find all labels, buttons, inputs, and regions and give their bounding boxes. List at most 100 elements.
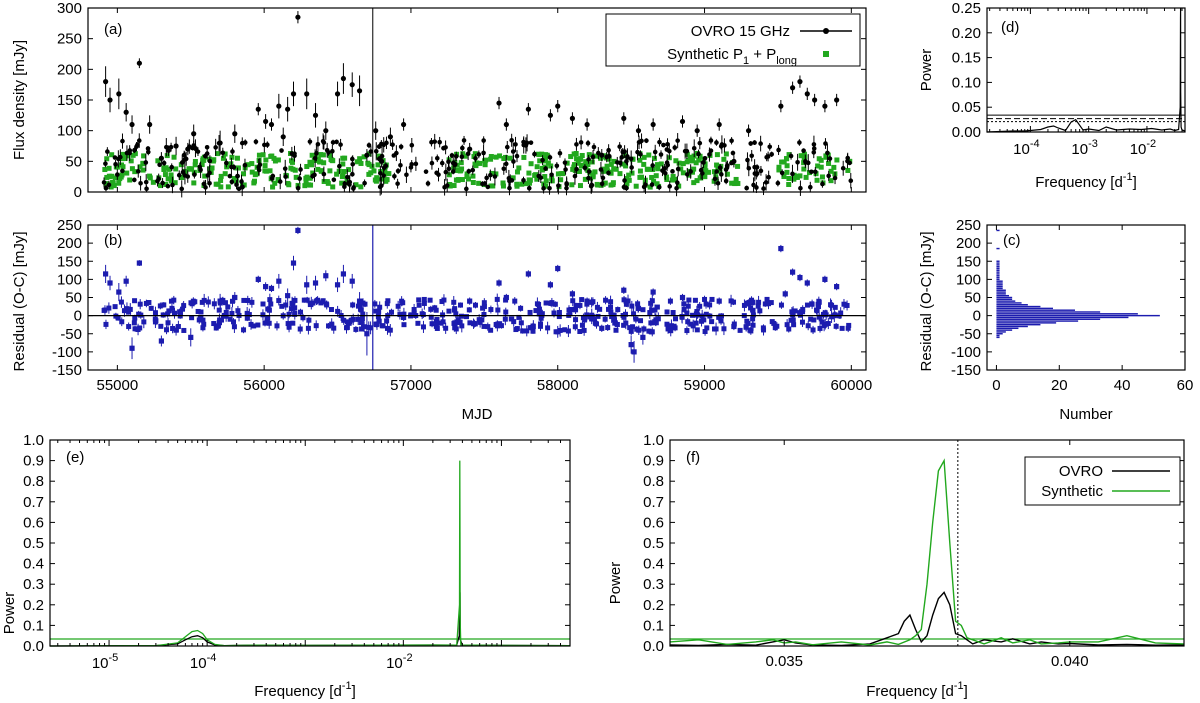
residual-point xyxy=(235,308,241,314)
residual-point xyxy=(173,327,179,333)
residual-point xyxy=(364,331,370,337)
residual-point xyxy=(646,328,652,334)
ovro-point xyxy=(599,152,605,158)
synthetic-point xyxy=(477,160,483,166)
ovro-point xyxy=(813,169,818,175)
ovro-point xyxy=(524,140,530,146)
y-axis-label: Residual (O-C) [mJy] xyxy=(918,231,935,371)
residual-point xyxy=(467,298,473,304)
ovro-point xyxy=(105,149,110,154)
residual-point xyxy=(503,309,509,315)
synthetic-point xyxy=(447,181,453,187)
residual-point xyxy=(778,245,784,252)
residual-point xyxy=(439,299,445,305)
residual-point xyxy=(266,320,272,326)
ovro-point xyxy=(825,150,830,156)
residual-point xyxy=(614,321,620,327)
panel-label-d: (d) xyxy=(1001,19,1019,36)
ovro-point xyxy=(298,167,303,172)
synthetic-point xyxy=(680,161,686,167)
ovro-point xyxy=(103,79,109,85)
histogram-bar xyxy=(996,329,1013,331)
residual-point xyxy=(536,311,542,317)
residual-point xyxy=(374,321,380,327)
ovro-point xyxy=(586,157,591,162)
synthetic-point xyxy=(183,168,189,174)
ovro-point xyxy=(496,100,502,106)
synthetic-point xyxy=(293,174,299,180)
ovro-point xyxy=(364,152,370,158)
residual-point xyxy=(421,300,427,306)
residual-point xyxy=(297,326,303,332)
legend-a: OVRO 15 GHz Synthetic P1 + Plong xyxy=(605,13,861,67)
ovro-point xyxy=(334,91,341,97)
residual-point xyxy=(784,322,790,328)
y-axis-label: Residual (O-C) [mJy] xyxy=(11,231,28,371)
synthetic-point xyxy=(802,154,808,160)
synthetic-point xyxy=(192,159,198,165)
synthetic-point xyxy=(127,177,133,183)
ovro-point xyxy=(143,160,149,165)
ovro-point xyxy=(614,160,620,165)
synthetic-point xyxy=(601,154,607,160)
residual-point xyxy=(635,301,641,307)
synthetic-point xyxy=(162,172,168,178)
ovro-point xyxy=(543,166,548,171)
residual-point xyxy=(630,324,636,330)
residual-point xyxy=(629,303,635,309)
synthetic-point xyxy=(482,162,488,168)
residual-point xyxy=(443,325,449,331)
ovro-point xyxy=(434,170,439,176)
residual-point xyxy=(349,317,355,323)
ovro-point xyxy=(696,151,701,157)
ovro-point xyxy=(662,170,668,176)
ovro-point xyxy=(622,178,627,183)
ytick-label: 0.15 xyxy=(952,50,981,67)
ovro-point xyxy=(758,141,763,146)
ovro-point xyxy=(268,121,275,128)
panel-f: 0.0 0.1 0.2 0.3 0.4 0.5 0.6 0.7 0.8 0.9 1.0 0.035 0.… xyxy=(607,432,1185,700)
synthetic-point xyxy=(241,171,247,177)
ytick-label: 0 xyxy=(74,184,82,201)
synthetic-point xyxy=(803,174,809,180)
synthetic-point xyxy=(608,170,614,176)
residual-point xyxy=(420,312,426,318)
residual-point xyxy=(169,305,175,311)
ytick-label: 250 xyxy=(57,31,82,48)
residual-point xyxy=(525,271,531,277)
ovro-point xyxy=(563,167,568,172)
residual-point xyxy=(679,314,685,320)
ovro-point xyxy=(201,181,207,187)
synthetic-point xyxy=(361,154,367,160)
ovro-point xyxy=(129,121,135,128)
residual-point xyxy=(649,298,655,304)
residual-point xyxy=(790,310,796,316)
ovro-point xyxy=(224,160,229,166)
synthetic-point xyxy=(828,168,834,174)
residual-point xyxy=(283,302,289,308)
synthetic-point xyxy=(340,155,346,161)
synthetic-point xyxy=(118,174,124,180)
residual-point xyxy=(613,327,619,333)
residual-point xyxy=(421,296,427,302)
residual-point xyxy=(292,305,298,311)
residual-point xyxy=(805,323,811,329)
ovro-point xyxy=(378,171,383,176)
ovro-point xyxy=(179,186,185,192)
residual-point xyxy=(839,325,845,331)
synthetic-point xyxy=(801,151,807,157)
residual-point xyxy=(304,297,310,303)
residual-point xyxy=(670,310,676,316)
synthetic-point xyxy=(218,184,224,190)
ovro-point xyxy=(379,141,384,147)
synthetic-point xyxy=(655,166,661,172)
ovro-point xyxy=(761,186,766,191)
residual-point xyxy=(627,325,633,331)
ovro-point xyxy=(606,147,611,153)
synthetic-point xyxy=(717,168,723,174)
synthetic-point xyxy=(124,170,130,176)
residual-point xyxy=(584,312,590,318)
residual-point xyxy=(397,312,403,318)
residual-point xyxy=(358,307,364,313)
